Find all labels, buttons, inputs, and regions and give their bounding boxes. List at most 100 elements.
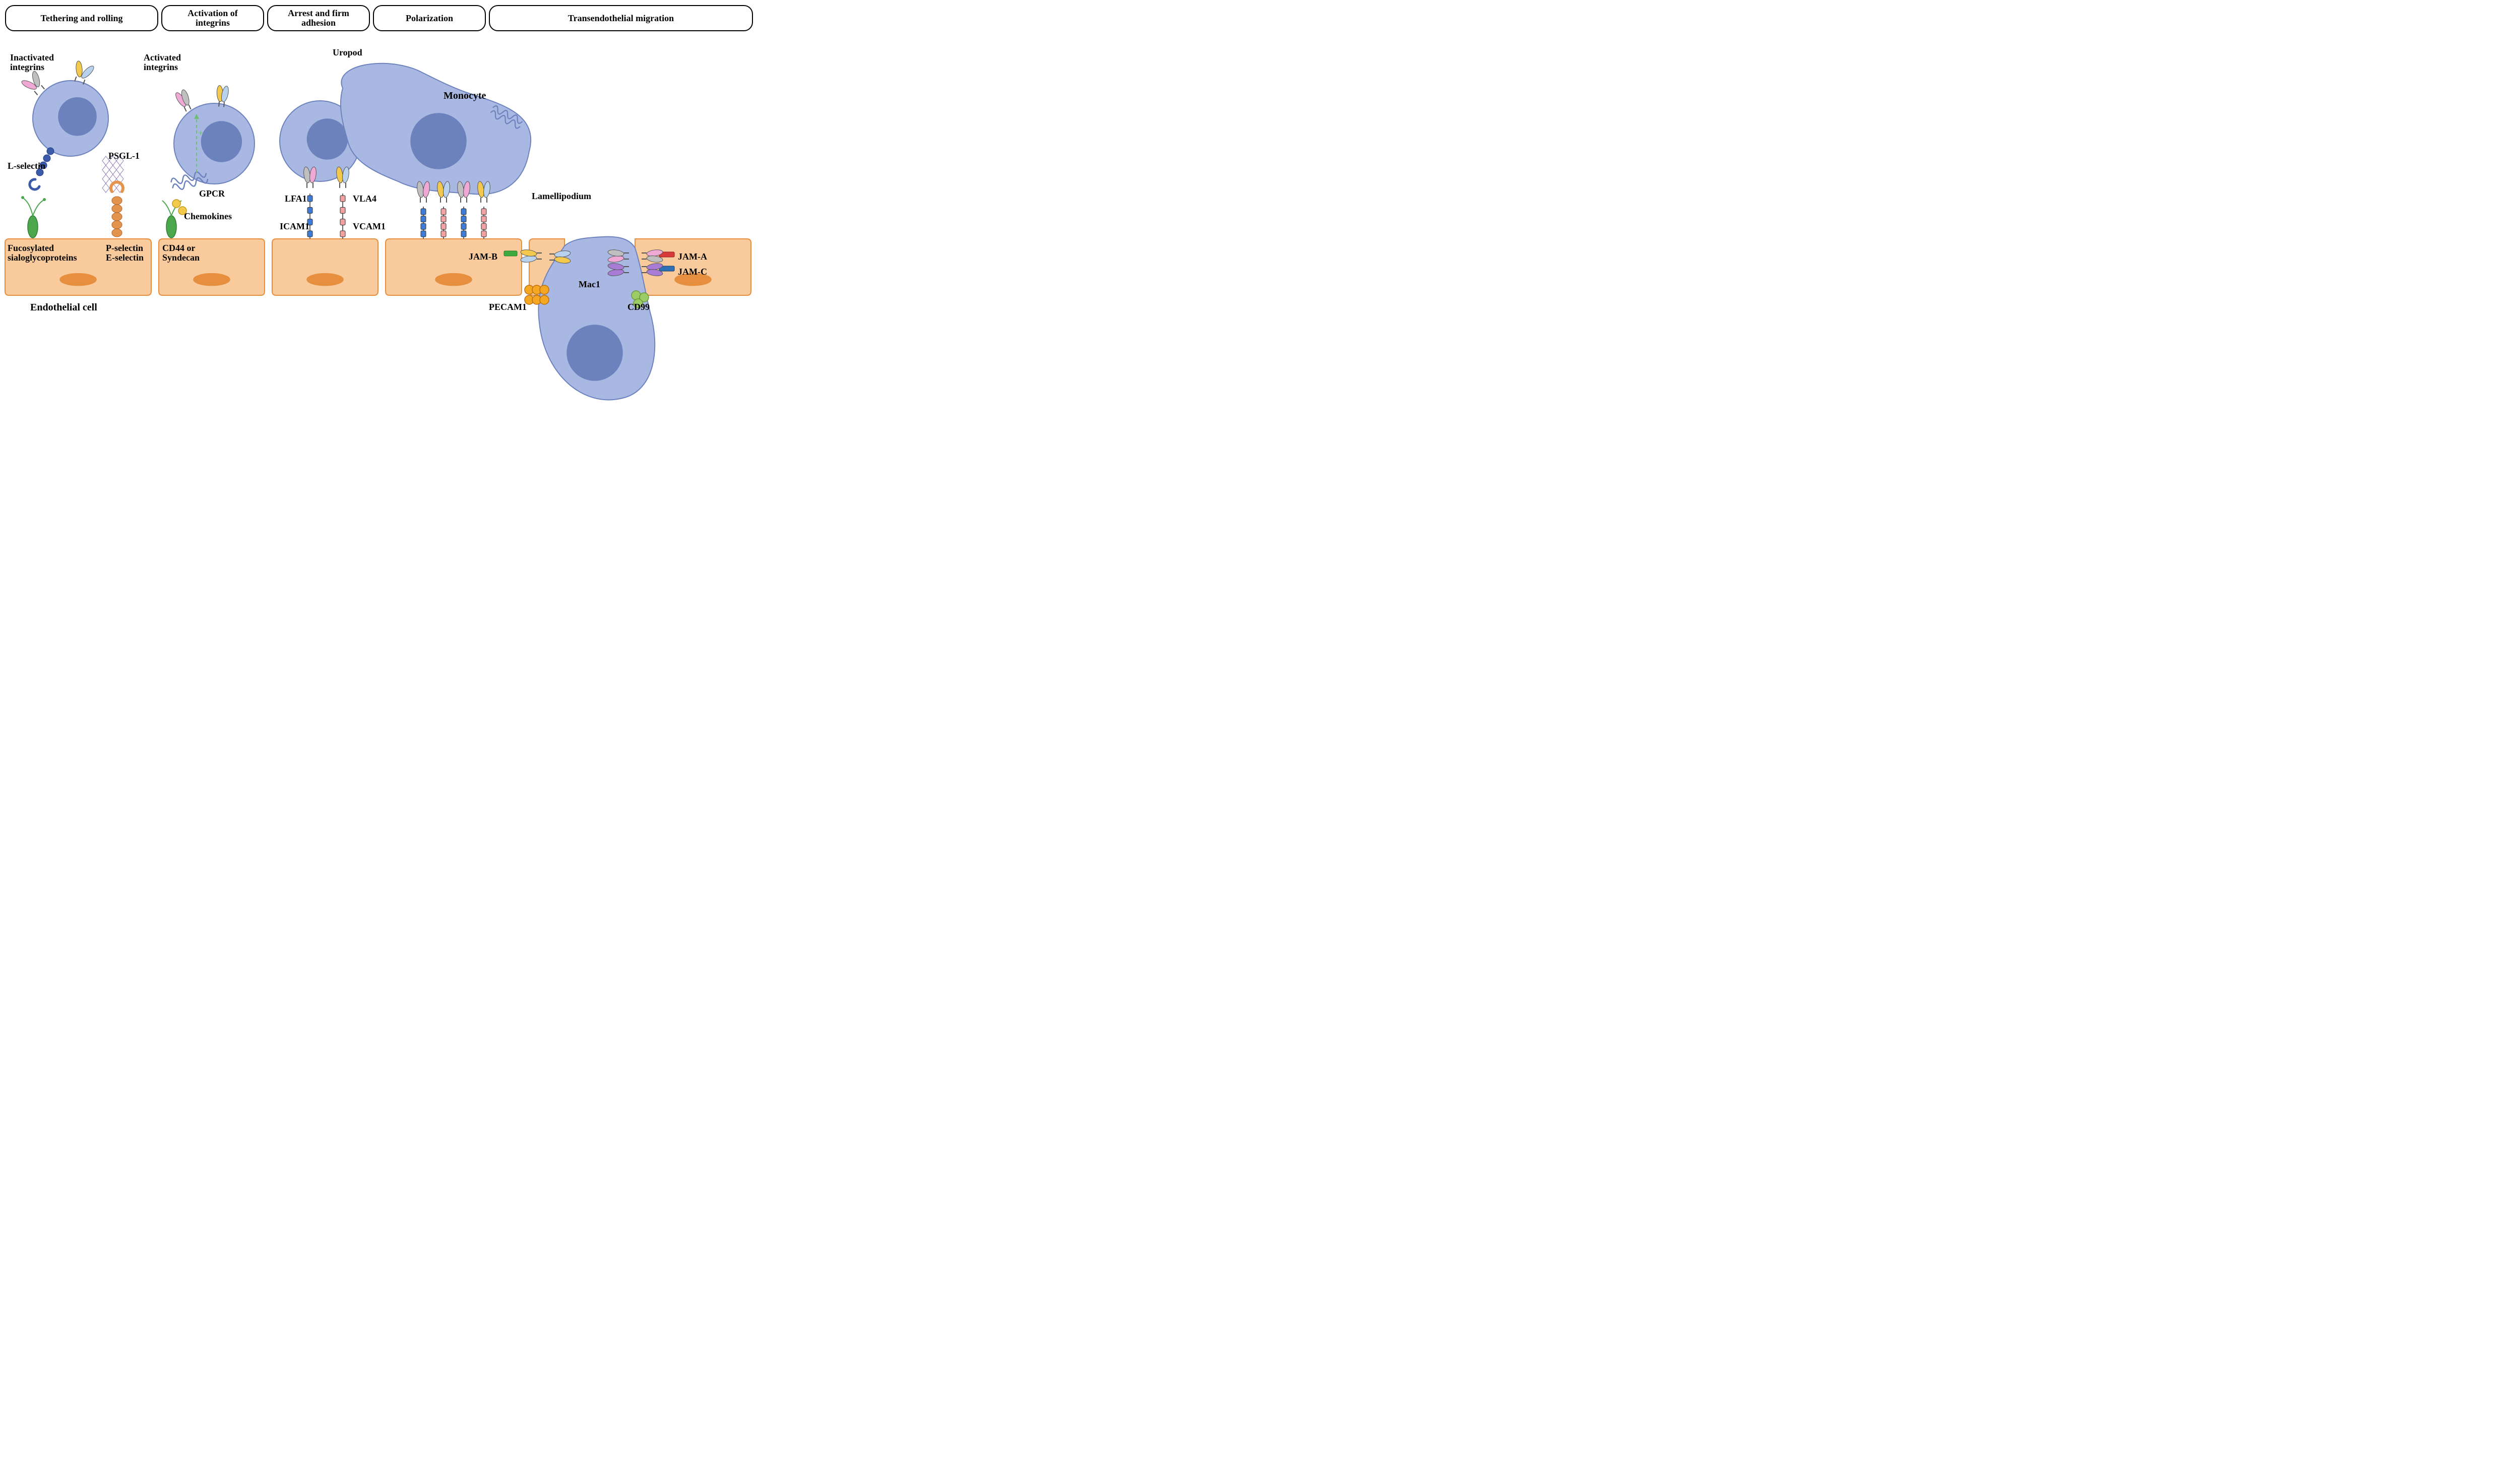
label: P-selectin E-selectin [106,243,144,263]
p-selectin-domain [112,213,122,221]
monocyte-nucleus [58,98,96,136]
label: Uropod [333,48,362,57]
label: Chemokines [184,212,232,221]
pecam1 [540,285,549,294]
glycoprotein [28,216,38,238]
pecam1 [525,285,534,294]
transmigrating-monocyte [538,237,655,400]
vcam1-domain [441,216,446,222]
label: LFA1 [285,194,307,204]
p-selectin-domain [112,197,122,205]
label: + [198,129,203,138]
label: Monocyte [444,91,486,101]
stage-box: Arrest and firm adhesion [267,5,370,31]
monocyte-nucleus [567,325,622,380]
integrin-pair [69,59,97,87]
integrin-pair [607,263,629,277]
signal-arrowhead [194,114,199,119]
l-selectin-bead [47,148,54,155]
monocyte-nucleus [307,119,347,159]
psgl1-mesh [109,165,116,174]
vcam1-domain [441,223,446,229]
vcam1-domain [481,216,486,222]
chemokine [172,200,180,208]
vcam1-domain [340,219,345,225]
icam1-domain [461,223,466,229]
integrin-pair [19,69,49,99]
cd99 [640,293,649,302]
icam1-domain [421,209,426,215]
vcam1-domain [340,207,345,213]
endothelial-nucleus [307,274,343,286]
icam1-domain [421,223,426,229]
label: Lamellipodium [532,192,591,201]
stage-box: Polarization [373,5,486,31]
selectin-crescent [111,182,123,192]
psgl1-mesh [109,174,116,183]
integrin-pair [607,249,629,263]
stage-box: Activation of integrins [161,5,264,31]
label: Endothelial cell [30,302,97,313]
label: Mac1 [579,280,600,289]
psgl1-mesh [116,165,123,174]
p-selectin-domain [112,221,122,229]
label: CD44 or Syndecan [162,243,200,263]
psgl1-mesh [102,165,109,174]
cd99 [632,291,641,300]
jam-c-icon [659,266,674,271]
endothelial-cell [386,239,522,295]
integrin-pair [477,181,491,203]
psgl1-mesh [116,183,123,193]
label: JAM-C [678,267,707,277]
icam1-domain [307,231,312,237]
monocyte-nucleus [201,121,241,162]
diagram-svg [0,0,756,412]
integrin-pair [642,263,663,277]
label: ICAM1 [280,222,309,231]
integrin-pair [520,249,542,263]
vcam1-domain [481,209,486,215]
icam1-domain [461,209,466,215]
endothelial-cell [272,239,378,295]
label: Fucosylated sialoglycoproteins [8,243,77,263]
gpcr-icon [489,105,524,130]
label: CD99 [627,302,650,312]
vcam1-domain [340,196,345,202]
jam-a-icon [659,252,674,257]
pecam1 [532,285,541,294]
integrin-pair [457,181,471,203]
label: Activated integrins [144,53,181,72]
label: PECAM1 [489,302,527,312]
label: JAM-A [678,252,707,262]
stage-box: Transendothelial migration [489,5,753,31]
polarized-monocyte [341,63,531,195]
icam1-domain [307,207,312,213]
icam1-domain [421,216,426,222]
pecam1 [540,295,549,304]
icam1-domain [461,231,466,237]
label: VCAM1 [353,222,386,231]
psgl1-mesh [102,174,109,183]
vcam1-domain [481,223,486,229]
label: VLA4 [353,194,376,204]
pecam1 [532,295,541,304]
endothelial-cell [529,239,564,295]
psgl1-mesh [109,183,116,193]
stage-box: Tethering and rolling [5,5,158,31]
vcam1-domain [441,231,446,237]
label: Inactivated integrins [10,53,54,72]
psgl1-mesh [102,183,109,193]
monocyte [174,103,255,184]
l-selectin-tip [30,179,39,189]
label: PSGL-1 [108,151,140,161]
vcam1-domain [441,209,446,215]
integrin-pair [303,166,317,188]
integrin-pair [416,181,430,203]
p-selectin-domain [112,229,122,237]
icam1-domain [307,196,312,202]
integrin-pair [215,85,230,107]
label: GPCR [199,189,225,199]
psgl1-mesh [116,174,123,183]
integrin-pair [436,181,451,203]
integrin-pair [549,250,571,264]
